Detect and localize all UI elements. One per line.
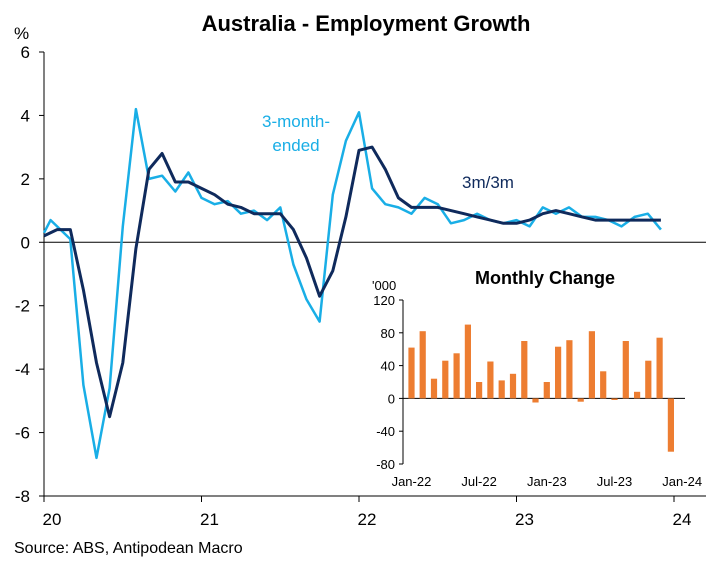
inset-bar bbox=[509, 373, 517, 399]
inset-bar bbox=[498, 380, 505, 399]
series-label-3-month-ended: ended bbox=[272, 136, 319, 155]
inset-y-tick-label: 40 bbox=[381, 359, 395, 374]
y-tick-label: 2 bbox=[21, 170, 30, 189]
series-label-3-month-ended: 3-month- bbox=[262, 112, 330, 131]
inset-bar bbox=[442, 360, 449, 399]
x-tick-label: 20 bbox=[43, 510, 62, 529]
inset-title: Monthly Change bbox=[475, 268, 615, 288]
series-line-3-month-ended bbox=[42, 107, 662, 460]
inset-bar bbox=[408, 347, 415, 399]
inset-bar bbox=[588, 331, 595, 399]
y-tick-label: -8 bbox=[15, 487, 30, 506]
x-tick-label: 24 bbox=[673, 510, 692, 529]
y-tick-label: 4 bbox=[21, 106, 30, 125]
inset-x-tick-label: Jul-22 bbox=[461, 474, 496, 489]
inset-bar bbox=[476, 382, 483, 399]
inset-x-tick-label: Jan-24 bbox=[662, 474, 702, 489]
y-tick-label: 6 bbox=[21, 43, 30, 62]
inset-bar bbox=[430, 378, 438, 399]
y-tick-label: -4 bbox=[15, 360, 30, 379]
inset-y-tick-label: 80 bbox=[381, 326, 395, 341]
inset-bar bbox=[521, 341, 528, 399]
y-axis-unit: % bbox=[14, 24, 29, 43]
inset-bar bbox=[419, 331, 426, 399]
series-line-3m-3m bbox=[43, 145, 661, 419]
y-tick-label: -2 bbox=[15, 297, 30, 316]
inset-x-tick-label: Jul-23 bbox=[597, 474, 632, 489]
x-tick-label: 22 bbox=[358, 510, 377, 529]
inset-bar bbox=[464, 324, 471, 399]
inset-y-unit: '000 bbox=[372, 278, 396, 293]
inset-bar bbox=[543, 382, 550, 399]
inset-bar bbox=[566, 340, 573, 399]
inset-bar bbox=[634, 391, 641, 399]
inset-bar bbox=[453, 353, 460, 399]
chart-title: Australia - Employment Growth bbox=[202, 11, 531, 36]
x-tick-label: 23 bbox=[515, 510, 534, 529]
inset-bar bbox=[611, 398, 618, 400]
y-tick-label: -6 bbox=[15, 424, 30, 443]
source-note: Source: ABS, Antipodean Macro bbox=[14, 540, 243, 557]
inset-bar bbox=[622, 341, 629, 399]
inset-bar bbox=[645, 360, 652, 399]
inset-x-tick-label: Jan-23 bbox=[527, 474, 567, 489]
inset-y-tick-label: 120 bbox=[373, 293, 395, 308]
inset-bar bbox=[532, 398, 539, 403]
inset-bar bbox=[667, 398, 674, 452]
inset-y-tick-label: -40 bbox=[376, 424, 395, 439]
inset-bar bbox=[656, 337, 663, 399]
inset-bar bbox=[487, 361, 494, 399]
inset-y-tick-label: -80 bbox=[376, 457, 395, 472]
series-label-3m-3m: 3m/3m bbox=[462, 173, 514, 192]
inset-x-tick-label: Jan-22 bbox=[392, 474, 432, 489]
inset-bar bbox=[577, 398, 584, 402]
inset-y-tick-label: 0 bbox=[388, 391, 395, 406]
y-tick-label: 0 bbox=[21, 233, 30, 252]
x-tick-label: 21 bbox=[200, 510, 219, 529]
inset-bar bbox=[555, 346, 562, 399]
inset-bar bbox=[600, 371, 607, 399]
